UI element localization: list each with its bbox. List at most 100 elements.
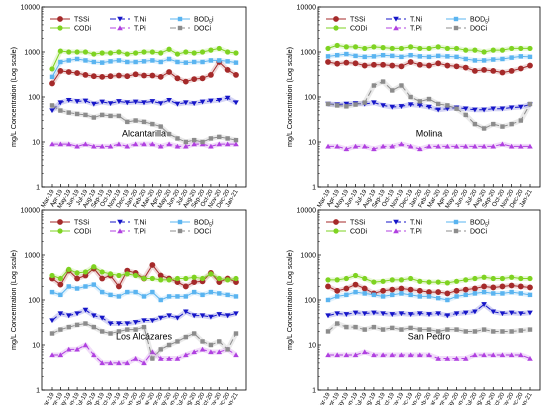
data-point bbox=[191, 349, 197, 355]
data-point bbox=[83, 284, 88, 289]
data-point bbox=[426, 312, 432, 317]
legend-marker bbox=[57, 228, 63, 234]
data-point bbox=[91, 51, 97, 57]
data-point bbox=[390, 325, 395, 331]
data-point bbox=[65, 313, 72, 319]
data-point bbox=[91, 352, 97, 358]
data-point bbox=[141, 294, 147, 299]
y-tick-label: 10 bbox=[308, 140, 316, 147]
data-point bbox=[463, 292, 468, 298]
y-tick-label: 100 bbox=[304, 95, 316, 102]
y-tick-label: 1000 bbox=[24, 50, 40, 57]
data-point bbox=[116, 113, 122, 119]
data-point bbox=[417, 54, 423, 59]
data-point bbox=[183, 309, 189, 315]
data-point bbox=[49, 272, 55, 279]
y-axis-label: mg/L Concentration (Log scale) bbox=[285, 250, 294, 350]
data-point bbox=[527, 327, 533, 332]
data-point bbox=[49, 352, 55, 358]
data-point bbox=[371, 352, 377, 358]
data-point bbox=[343, 352, 350, 358]
data-point bbox=[174, 101, 181, 107]
data-point bbox=[472, 329, 478, 334]
series-bod5i bbox=[325, 289, 533, 303]
data-point bbox=[426, 327, 432, 332]
data-point bbox=[398, 277, 405, 283]
legend-label: CODi bbox=[74, 26, 92, 33]
legend-marker bbox=[57, 219, 63, 225]
data-point bbox=[108, 59, 113, 64]
data-point bbox=[491, 291, 496, 296]
data-point bbox=[343, 285, 350, 292]
data-point bbox=[233, 275, 239, 282]
data-point bbox=[508, 352, 515, 358]
data-point bbox=[183, 352, 189, 358]
data-point bbox=[472, 352, 478, 358]
data-point bbox=[49, 103, 55, 108]
data-point bbox=[454, 327, 459, 332]
data-point bbox=[416, 287, 423, 294]
data-point bbox=[527, 62, 533, 69]
data-point bbox=[91, 282, 97, 287]
data-point bbox=[74, 49, 80, 55]
data-point bbox=[233, 71, 239, 78]
data-point bbox=[141, 141, 147, 147]
data-point bbox=[325, 101, 331, 107]
y-axis-label: mg/L Concentration (Log scale) bbox=[285, 47, 294, 147]
data-point bbox=[407, 312, 414, 317]
data-point bbox=[82, 141, 89, 147]
data-point bbox=[191, 279, 198, 285]
data-point bbox=[107, 321, 114, 327]
data-point bbox=[389, 312, 396, 317]
data-point bbox=[199, 313, 206, 319]
data-point bbox=[132, 320, 139, 325]
data-point bbox=[444, 143, 451, 149]
data-point bbox=[426, 62, 432, 69]
data-point bbox=[407, 286, 414, 293]
data-point bbox=[225, 49, 231, 55]
data-point bbox=[472, 309, 478, 315]
data-point bbox=[57, 100, 64, 106]
data-point bbox=[150, 58, 155, 63]
data-point bbox=[208, 98, 214, 104]
legend-label: BOD5i bbox=[470, 17, 490, 26]
data-point bbox=[182, 283, 189, 290]
data-point bbox=[518, 104, 524, 110]
data-point bbox=[233, 311, 239, 317]
legend-label: T.Ni bbox=[410, 220, 423, 227]
data-point bbox=[65, 141, 72, 147]
data-point bbox=[66, 49, 72, 55]
data-point bbox=[225, 292, 230, 298]
data-point bbox=[527, 284, 533, 291]
data-point bbox=[361, 143, 368, 149]
data-point bbox=[353, 102, 358, 107]
data-point bbox=[499, 352, 506, 358]
y-tick-label: 1000 bbox=[24, 253, 40, 260]
legend-marker bbox=[177, 16, 183, 22]
data-point bbox=[200, 139, 205, 145]
data-point bbox=[445, 297, 450, 303]
data-point bbox=[491, 57, 496, 62]
y-tick-label: 10000 bbox=[21, 208, 41, 215]
data-point bbox=[509, 329, 514, 334]
data-point bbox=[174, 75, 181, 82]
data-point bbox=[371, 54, 377, 59]
data-point bbox=[208, 136, 214, 141]
series-line bbox=[51, 322, 237, 360]
data-point bbox=[462, 64, 469, 71]
data-point bbox=[99, 269, 105, 275]
data-point bbox=[99, 275, 106, 282]
data-point bbox=[183, 143, 189, 149]
data-point bbox=[518, 291, 524, 296]
data-point bbox=[435, 44, 441, 50]
data-point bbox=[499, 106, 506, 112]
data-point bbox=[389, 277, 395, 283]
data-point bbox=[527, 275, 533, 282]
data-point bbox=[463, 56, 468, 62]
data-point bbox=[481, 143, 487, 149]
data-point bbox=[353, 53, 358, 59]
data-point bbox=[462, 286, 469, 293]
data-point bbox=[463, 277, 469, 283]
data-point bbox=[124, 73, 131, 80]
data-point bbox=[444, 62, 451, 69]
